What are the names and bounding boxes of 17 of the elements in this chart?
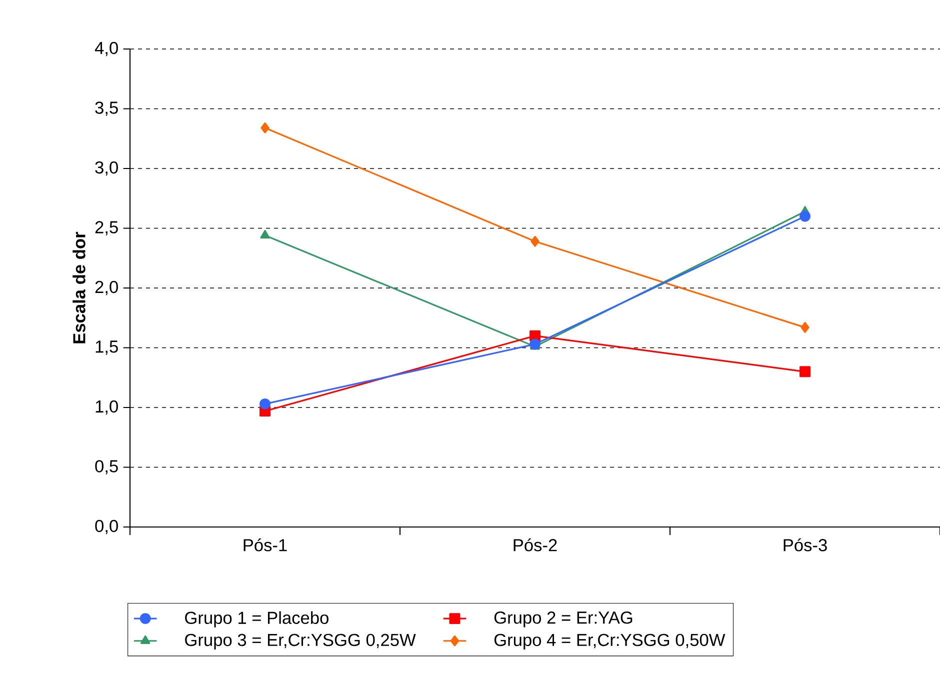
legend-label: Grupo 3 = Er,Cr:YSGG 0,25W: [185, 634, 416, 650]
legend-label: Grupo 4 = Er,Cr:YSGG 0,50W: [494, 634, 726, 650]
legend-label: Grupo 1 = Placebo: [185, 611, 328, 628]
y-tick-label: 4,0: [94, 42, 118, 56]
legend-label: Grupo 2 = Er:YAG: [494, 611, 632, 628]
y-tick-label: 1,5: [96, 340, 118, 355]
y-tick-label: 0,0: [95, 520, 118, 534]
y-tick-label: 2,0: [95, 280, 118, 296]
x-tick-label: Pós-3: [784, 538, 827, 552]
y-tick-label: 0,5: [95, 460, 118, 474]
y-tick-label: 3,5: [95, 102, 118, 116]
x-tick-label: Pós-1: [244, 538, 287, 552]
y-tick-label: 1,0: [96, 400, 118, 415]
y-tick-label: 2,5: [95, 221, 118, 236]
y-tick-label: 3,0: [95, 161, 118, 176]
x-tick-label: Pós-2: [514, 538, 557, 552]
y-axis-title: Escala de dor: [72, 232, 86, 344]
